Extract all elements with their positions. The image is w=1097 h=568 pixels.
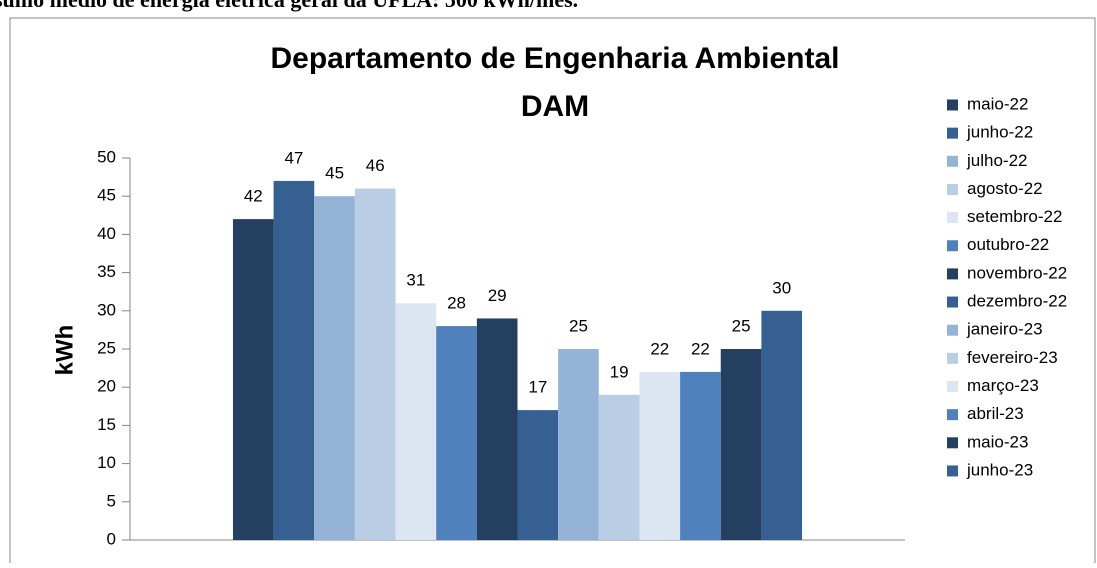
caption: sumo médio de energia elétrica geral da … [0,0,578,12]
data-label: 25 [732,316,751,335]
legend-label: maio-23 [967,432,1028,451]
legend-label: junho-22 [966,123,1033,142]
legend-label: março-23 [967,376,1039,395]
bar [598,394,640,540]
data-label: 17 [528,378,547,397]
y-tick-label: 10 [97,453,116,472]
y-tick-label: 50 [97,147,116,166]
y-tick-label: 0 [107,529,116,548]
y-tick-label: 30 [97,300,116,319]
data-label: 19 [610,362,629,381]
data-label: 30 [772,278,791,297]
data-label: 29 [488,286,507,305]
legend-swatch [947,155,958,167]
y-tick-label: 40 [97,224,116,243]
legend-swatch [947,352,958,364]
legend-label: maio-22 [967,94,1028,113]
bar [395,303,437,540]
data-label: 22 [691,339,710,358]
legend-swatch [947,183,958,195]
legend-label: agosto-22 [967,179,1043,198]
legend-label: janeiro-23 [966,320,1043,339]
chart-title: Departamento de Engenharia Ambiental [270,42,839,75]
data-label: 31 [406,271,425,290]
y-tick-label: 35 [97,262,116,281]
bar [680,371,721,540]
y-tick-label: 5 [107,491,116,510]
bar [639,371,681,540]
legend-label: outubro-22 [967,235,1049,254]
legend-swatch [947,409,958,421]
legend-swatch [947,212,958,224]
y-tick-label: 25 [97,338,116,357]
data-label: 42 [244,187,263,206]
y-axis-label: kWh [51,325,78,376]
bar [761,310,803,540]
bar [476,318,518,540]
bar [314,196,355,540]
legend-label: abril-23 [967,404,1024,423]
legend-swatch [947,240,958,252]
bar [273,180,315,541]
legend-swatch [947,324,958,336]
chart-border [9,17,1096,563]
legend-swatch [947,296,958,308]
chart-title: DAM [521,90,589,123]
bar [354,188,396,540]
data-label: 25 [569,316,588,335]
legend-swatch [947,127,958,139]
legend-label: setembro-22 [967,207,1062,226]
bar [232,219,274,540]
y-tick-label: 45 [97,186,116,205]
legend-swatch [947,381,958,392]
y-tick-label: 15 [97,415,116,434]
legend-label: julho-22 [966,151,1028,170]
legend-label: junho-23 [966,460,1033,479]
legend-swatch [947,437,958,449]
legend-label: fevereiro-23 [967,348,1058,367]
data-label: 28 [447,294,466,313]
data-label: 47 [284,148,303,167]
bar [517,410,559,540]
y-tick-label: 20 [97,377,116,396]
data-label: 46 [366,156,385,175]
legend-label: novembro-22 [967,263,1067,282]
data-label: 45 [325,164,344,183]
legend-label: dezembro-22 [967,292,1067,311]
bar [720,349,762,540]
legend-swatch [947,99,958,111]
legend-swatch [947,465,958,477]
data-label: 22 [650,339,669,358]
legend-swatch [947,268,958,280]
bar [558,349,599,540]
bar [436,326,477,540]
